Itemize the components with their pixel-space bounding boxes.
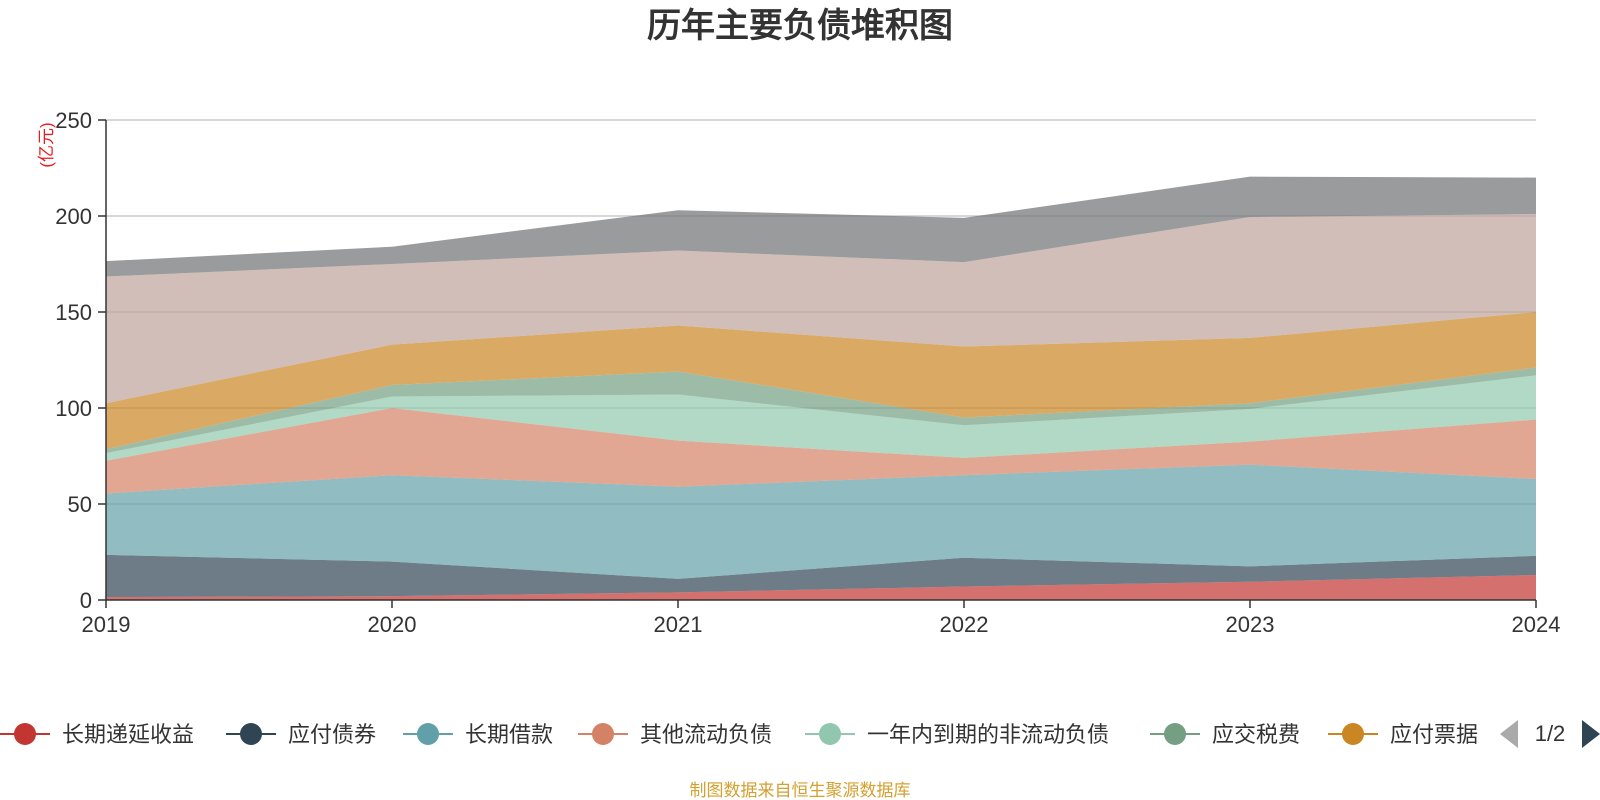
area-series xyxy=(106,554,1536,598)
legend-page-indicator: 1/2 xyxy=(1535,721,1566,746)
legend-item[interactable]: 其他流动负债 xyxy=(578,722,772,747)
legend-label: 应付票据 xyxy=(1390,722,1478,747)
legend-item[interactable]: 一年内到期的非流动负债 xyxy=(805,722,1109,747)
legend: 长期递延收益 应付债券 长期借款 其他流动负债 一年内到期的非流动负债 应交税费 应付票据 xyxy=(0,722,1478,747)
legend-circle-icon xyxy=(417,723,439,745)
legend-circle-icon xyxy=(819,723,841,745)
y-tick-label: 50 xyxy=(68,492,92,517)
area-series xyxy=(106,214,1536,404)
legend-item[interactable]: 长期借款 xyxy=(403,722,553,747)
axes: 0 50 100 150 200 250 2019 2020 2021 2022 2023 2024 xyxy=(55,108,1560,637)
y-tick-label: 0 xyxy=(80,588,92,613)
legend-item[interactable]: 应付债券 xyxy=(226,722,376,747)
legend-circle-icon xyxy=(1164,723,1186,745)
legend-label: 一年内到期的非流动负债 xyxy=(867,722,1109,747)
area-series xyxy=(106,367,1536,454)
area-series xyxy=(106,408,1536,494)
legend-pager: 1/2 xyxy=(1500,720,1600,748)
legend-item[interactable]: 长期递延收益 xyxy=(0,722,194,747)
x-tick-label: 2019 xyxy=(82,612,131,637)
legend-item[interactable]: 应付票据 xyxy=(1328,722,1478,747)
legend-circle-icon xyxy=(240,723,262,745)
legend-circle-icon xyxy=(592,723,614,745)
legend-label: 其他流动负债 xyxy=(640,722,772,747)
area-series xyxy=(106,176,1536,277)
legend-circle-icon xyxy=(14,723,36,745)
legend-label: 应交税费 xyxy=(1212,722,1300,747)
area-series-group xyxy=(106,176,1536,600)
x-tick-label: 2023 xyxy=(1226,612,1275,637)
legend-circle-icon xyxy=(1342,723,1364,745)
legend-label: 长期借款 xyxy=(465,722,553,747)
triangle-left-icon[interactable] xyxy=(1500,720,1518,748)
legend-item[interactable]: 应交税费 xyxy=(1150,722,1300,747)
y-tick-label: 150 xyxy=(55,300,92,325)
area-series xyxy=(106,464,1536,579)
x-tick-label: 2022 xyxy=(940,612,989,637)
y-axis-unit: (亿元) xyxy=(37,122,56,167)
legend-label: 长期递延收益 xyxy=(62,722,194,747)
area-series xyxy=(106,575,1536,600)
data-source-note: 制图数据来自恒生聚源数据库 xyxy=(690,781,911,800)
x-tick-label: 2024 xyxy=(1512,612,1561,637)
y-tick-label: 100 xyxy=(55,396,92,421)
chart-title: 历年主要负债堆积图 xyxy=(647,7,953,45)
triangle-right-icon[interactable] xyxy=(1582,720,1600,748)
area-series xyxy=(106,375,1536,461)
x-tick-label: 2021 xyxy=(654,612,703,637)
y-tick-label: 200 xyxy=(55,204,92,229)
legend-label: 应付债券 xyxy=(288,722,376,747)
area-series xyxy=(106,312,1536,450)
x-tick-label: 2020 xyxy=(368,612,417,637)
y-tick-label: 250 xyxy=(55,108,92,133)
